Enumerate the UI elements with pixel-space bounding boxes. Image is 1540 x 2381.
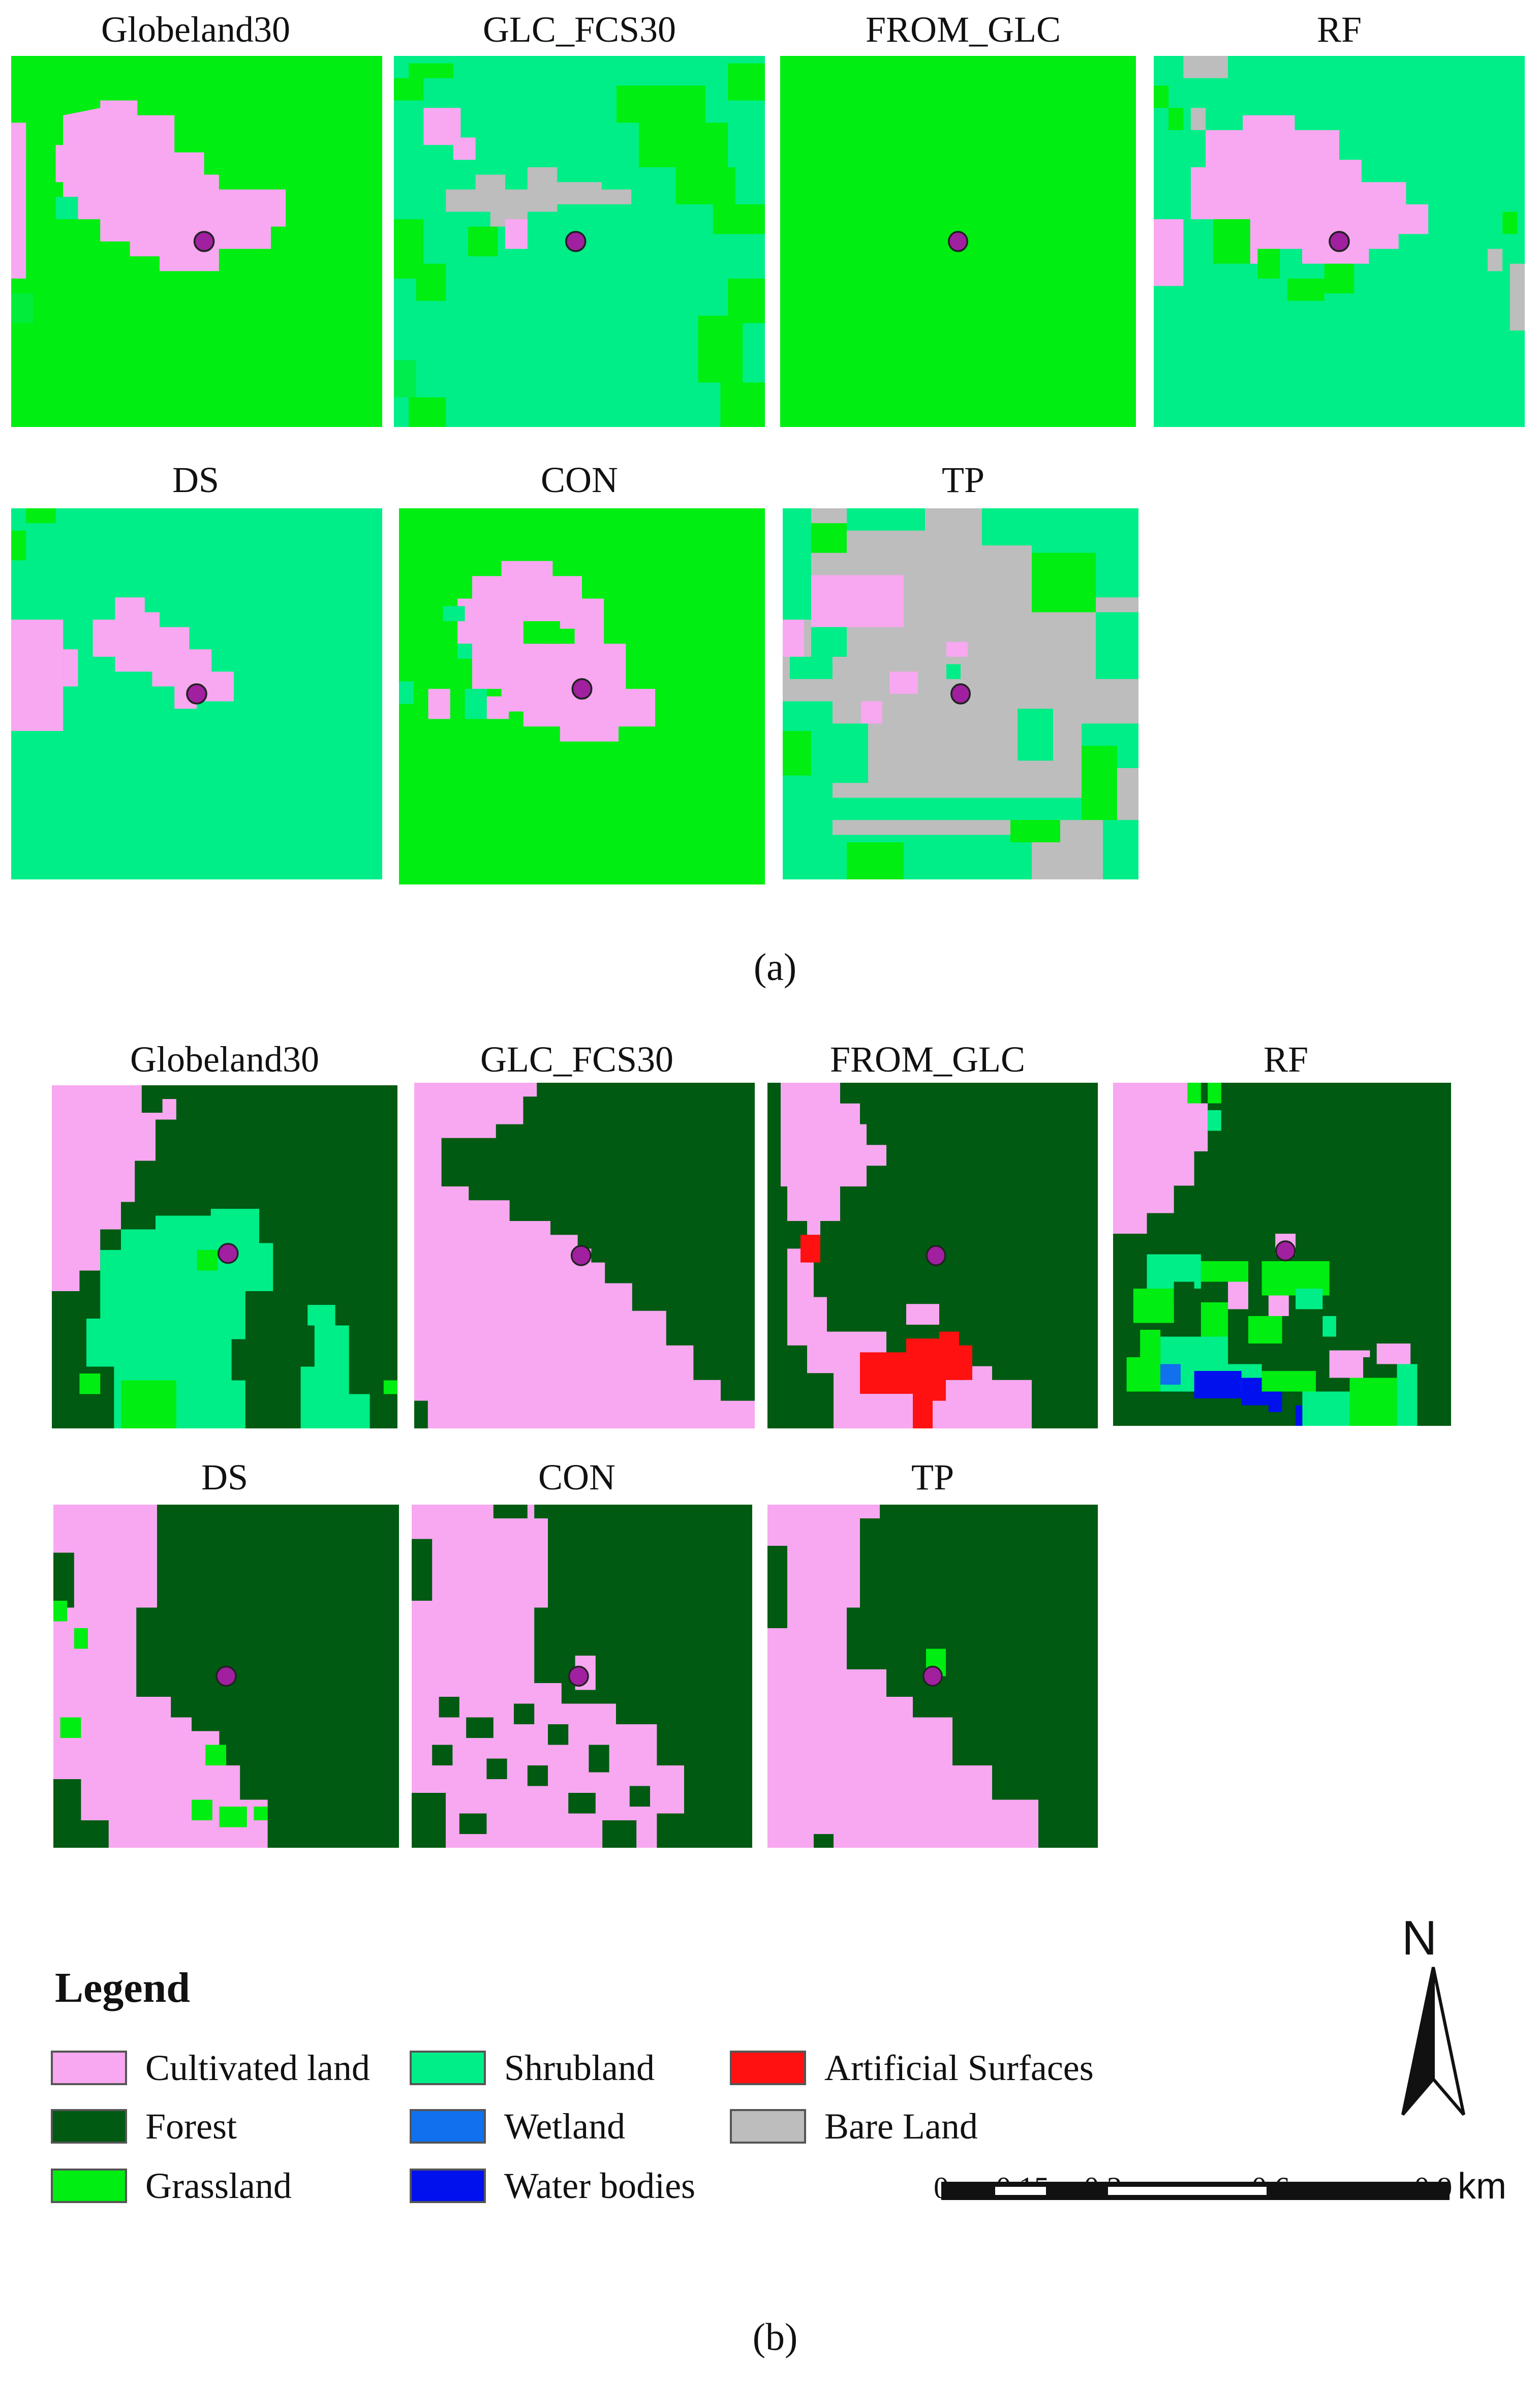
legend-item-shrubland: Shrubland [410, 2047, 655, 2088]
legend-label: Cultivated land [145, 2047, 370, 2088]
map-a-con [399, 508, 765, 884]
panel-title-b-con: CON [538, 1457, 615, 1498]
map-b-from-glc [767, 1083, 1098, 1428]
legend-item-artificial-surfaces: Artificial Surfaces [730, 2047, 1094, 2088]
legend-title: Legend [55, 1964, 191, 2011]
map-b-globeland30 [52, 1085, 397, 1428]
legend-label: Forest [145, 2105, 237, 2147]
panel-title-b-ds: DS [201, 1457, 249, 1498]
legend-swatch [410, 2051, 486, 2085]
panel-title-a-con: CON [540, 460, 618, 500]
panel-title-b-rf: RF [1263, 1039, 1309, 1080]
legend-swatch [730, 2051, 806, 2085]
map-b-ds [53, 1505, 399, 1848]
map-a-rf [1154, 56, 1525, 427]
map-a-ds [11, 508, 382, 879]
panel-title-b-globeland30: Globeland30 [130, 1039, 319, 1080]
legend-label: Artificial Surfaces [824, 2047, 1094, 2088]
panel-title-b-glc-fcs30: GLC_FCS30 [480, 1039, 674, 1080]
legend-item-water-bodies: Water bodies [410, 2165, 696, 2206]
scale-unit: km [1458, 2166, 1506, 2207]
panel-title-a-tp: TP [941, 460, 985, 500]
legend-label: Shrubland [504, 2047, 655, 2088]
map-a-globeland30 [11, 56, 382, 427]
scale-bar-graphic [941, 2182, 1450, 2200]
legend-label: Grassland [145, 2165, 292, 2206]
legend-item-forest: Forest [51, 2105, 237, 2147]
caption-b: (b) [752, 2316, 798, 2359]
legend-swatch [51, 2169, 127, 2203]
legend-item-grassland: Grassland [51, 2165, 292, 2206]
map-a-glc-fcs30 [394, 56, 765, 427]
north-arrow-icon [1382, 1911, 1484, 2125]
legend-item-wetland: Wetland [410, 2105, 626, 2147]
legend-swatch [730, 2109, 806, 2144]
panel-title-a-ds: DS [172, 460, 220, 500]
map-a-from-glc [780, 56, 1136, 427]
legend-swatch [410, 2109, 486, 2144]
map-b-tp [767, 1505, 1098, 1848]
caption-a: (a) [753, 946, 797, 989]
panel-title-a-rf: RF [1316, 9, 1362, 50]
panel-title-a-glc-fcs30: GLC_FCS30 [482, 9, 676, 50]
panel-title-a-globeland30: Globeland30 [101, 9, 290, 50]
map-a-tp [783, 508, 1138, 879]
legend-label: Wetland [504, 2105, 626, 2147]
panel-title-a-from-glc: FROM_GLC [865, 9, 1061, 50]
panel-title-b-from-glc: FROM_GLC [829, 1039, 1026, 1080]
legend-label: Bare Land [824, 2105, 978, 2147]
map-b-con [412, 1505, 752, 1848]
legend-swatch [51, 2051, 127, 2085]
legend-swatch [410, 2169, 486, 2203]
legend-item-bare-land: Bare Land [730, 2105, 978, 2147]
legend-label: Water bodies [504, 2165, 696, 2206]
panel-title-b-tp: TP [911, 1457, 954, 1498]
north-arrow-letter: N [1402, 1911, 1437, 1965]
legend-item-cultivated-land: Cultivated land [51, 2047, 370, 2088]
map-b-rf [1113, 1083, 1451, 1426]
map-b-glc-fcs30 [414, 1083, 755, 1428]
legend-swatch [51, 2109, 127, 2144]
